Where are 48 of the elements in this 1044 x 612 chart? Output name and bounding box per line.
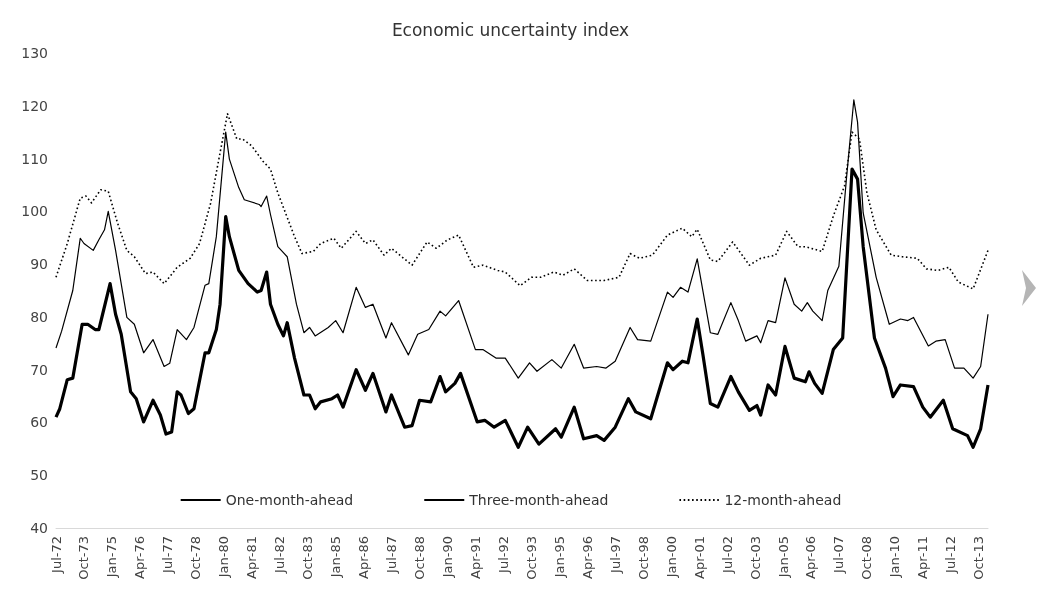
x-tick-label: Oct-03: [747, 536, 763, 580]
x-tick-label: Jan-05: [775, 536, 791, 579]
x-tick-label: Apr-76: [132, 536, 148, 579]
x-tick-label: Apr-91: [467, 536, 483, 579]
x-tick-label: Jan-85: [328, 536, 344, 579]
x-tick-label: Jul-12: [943, 536, 959, 574]
x-tick-label: Apr-86: [356, 536, 372, 579]
x-tick-label: Jul-72: [48, 536, 64, 574]
x-tick-label: Apr-06: [803, 536, 819, 579]
x-tick-label: Oct-98: [635, 536, 651, 580]
y-tick-label: 40: [30, 520, 48, 536]
y-tick-label: 70: [30, 361, 48, 378]
x-tick-label: Jan-80: [216, 536, 232, 579]
legend-label: One-month-ahead: [225, 492, 354, 508]
x-tick-label: Oct-78: [188, 536, 204, 580]
x-tick-label: Oct-83: [300, 536, 316, 580]
x-tick-label: Oct-08: [859, 536, 875, 580]
x-tick-label: Oct-88: [412, 536, 428, 580]
x-tick-label: Jul-82: [272, 536, 288, 574]
legend-label: Three-month-ahead: [468, 492, 609, 508]
y-tick-label: 50: [30, 467, 48, 484]
x-tick-label: Apr-81: [244, 536, 260, 579]
x-tick-label: Jul-07: [831, 536, 847, 574]
y-tick-label: 90: [30, 256, 48, 273]
x-tick-label: Jul-92: [495, 536, 511, 574]
x-tick-label: Jan-75: [104, 536, 120, 579]
x-tick-label: Oct-13: [971, 536, 987, 580]
x-tick-label: Jul-87: [383, 536, 399, 574]
x-tick-label: Jul-77: [160, 536, 176, 574]
y-tick-label: 60: [30, 414, 48, 431]
y-tick-label: 130: [21, 45, 48, 61]
x-tick-label: Apr-11: [915, 536, 931, 579]
chart-title: Economic uncertainty index: [391, 19, 630, 40]
x-tick-label: Apr-01: [691, 536, 707, 579]
y-tick-label: 110: [21, 150, 48, 167]
x-tick-label: Oct-93: [523, 536, 539, 580]
x-tick-label: Jul-02: [719, 536, 735, 574]
x-tick-label: Jan-95: [551, 536, 567, 579]
y-tick-label: 120: [21, 97, 48, 114]
x-tick-label: Jul-97: [607, 536, 623, 574]
x-tick-label: Oct-73: [76, 536, 92, 580]
y-tick-label: 80: [30, 308, 48, 325]
x-tick-label: Jan-10: [887, 536, 903, 579]
y-tick-label: 100: [21, 203, 48, 220]
x-tick-label: Jan-90: [440, 536, 456, 579]
x-tick-label: Jan-00: [663, 536, 679, 579]
legend-label: 12-month-ahead: [724, 492, 842, 508]
x-tick-label: Apr-96: [579, 536, 595, 579]
